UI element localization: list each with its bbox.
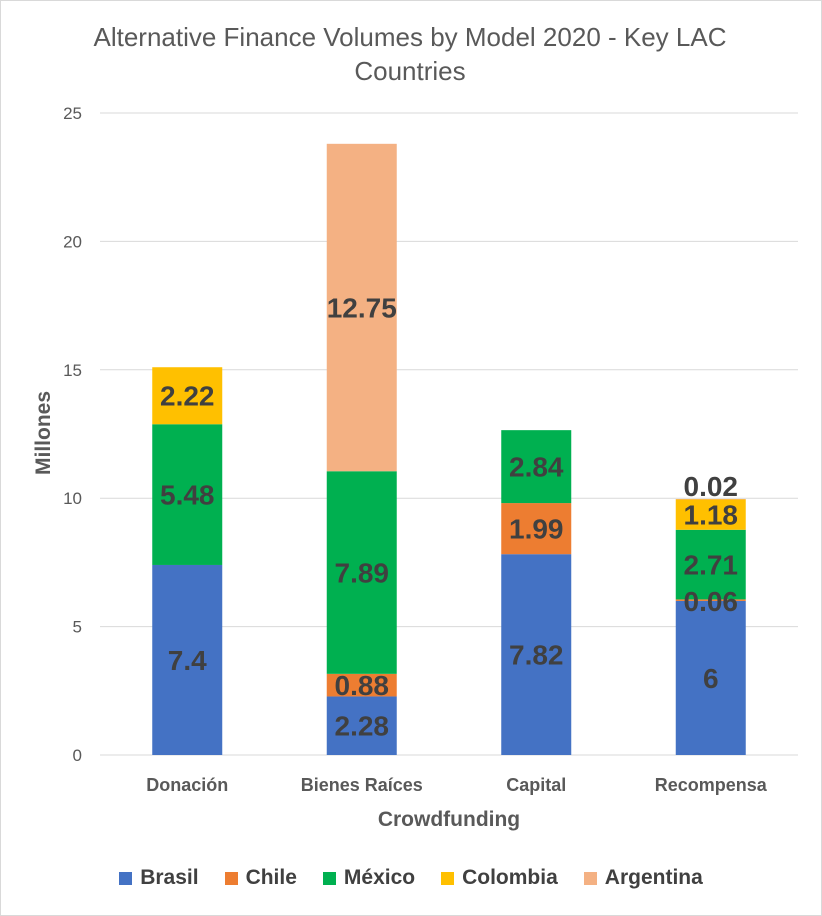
x-tick-label: Bienes Raíces xyxy=(301,775,423,795)
y-axis-title: Millones xyxy=(32,391,55,475)
data-label: 2.28 xyxy=(335,711,390,742)
legend-label: Brasil xyxy=(140,866,199,889)
y-tick-label: 0 xyxy=(73,746,82,765)
legend-item-brasil: Brasil xyxy=(119,866,199,890)
y-tick-label: 20 xyxy=(63,232,82,251)
legend-label: México xyxy=(343,866,416,889)
data-label: 2.71 xyxy=(684,550,739,581)
bar-segment-chile xyxy=(675,599,746,601)
data-label: 12.75 xyxy=(327,293,397,324)
data-label: 1.99 xyxy=(509,514,564,545)
data-label: 7.4 xyxy=(168,645,207,676)
data-label: 0.02 xyxy=(684,471,739,502)
data-label: 0.88 xyxy=(335,670,390,701)
bar-segment-chile xyxy=(326,673,397,697)
data-label: 1.18 xyxy=(684,500,739,531)
y-tick-label: 10 xyxy=(63,489,82,508)
x-tick-label: Capital xyxy=(506,775,566,795)
legend-swatch xyxy=(322,871,336,885)
chart-title-line-2: Countries xyxy=(354,56,466,86)
data-label: 5.48 xyxy=(160,480,215,511)
legend-swatch xyxy=(441,871,455,885)
bar-segment-méxico xyxy=(326,471,397,674)
bar-segment-brasil xyxy=(675,600,746,755)
chart-legend: Brasil Chile México Colombia Argentina xyxy=(0,866,822,890)
legend-item-argentina: Argentina xyxy=(583,866,703,890)
bar-segment-colombia xyxy=(152,367,223,425)
legend-label: Argentina xyxy=(604,866,703,889)
bar-segment-brasil xyxy=(326,696,397,755)
legend-swatch xyxy=(583,871,597,885)
data-label: 7.82 xyxy=(509,640,564,671)
legend-swatch xyxy=(119,871,133,885)
bar-segment-colombia xyxy=(675,499,746,530)
chart-title-line-1: Alternative Finance Volumes by Model 202… xyxy=(93,22,727,52)
data-label: 6 xyxy=(703,663,719,694)
legend-label: Colombia xyxy=(462,866,558,889)
bar-segment-méxico xyxy=(152,424,223,565)
x-axis-title: Crowdfunding xyxy=(378,808,520,831)
bar-segment-méxico xyxy=(675,529,746,600)
legend-swatch xyxy=(224,871,238,885)
bar-segment-argentina xyxy=(326,143,397,472)
x-tick-label: Donación xyxy=(146,775,228,795)
data-label: 7.89 xyxy=(335,558,390,589)
legend-item-méxico: México xyxy=(322,866,416,890)
data-label: 2.22 xyxy=(160,381,215,412)
data-label: 0.06 xyxy=(684,586,739,617)
chart-title: Alternative Finance Volumes by Model 202… xyxy=(60,20,760,88)
bar-segment-méxico xyxy=(501,430,572,504)
legend-item-colombia: Colombia xyxy=(441,866,558,890)
legend-item-chile: Chile xyxy=(224,866,297,890)
y-tick-label: 15 xyxy=(63,361,82,380)
legend-label: Chile xyxy=(245,866,297,889)
y-tick-label: 5 xyxy=(73,618,82,637)
y-tick-label: 25 xyxy=(63,104,82,123)
data-label: 2.84 xyxy=(509,452,564,483)
bar-segment-chile xyxy=(501,503,572,555)
bar-segment-argentina xyxy=(675,498,746,500)
bar-segment-brasil xyxy=(152,564,223,755)
bar-segment-brasil xyxy=(501,554,572,755)
x-tick-label: Recompensa xyxy=(655,775,768,795)
